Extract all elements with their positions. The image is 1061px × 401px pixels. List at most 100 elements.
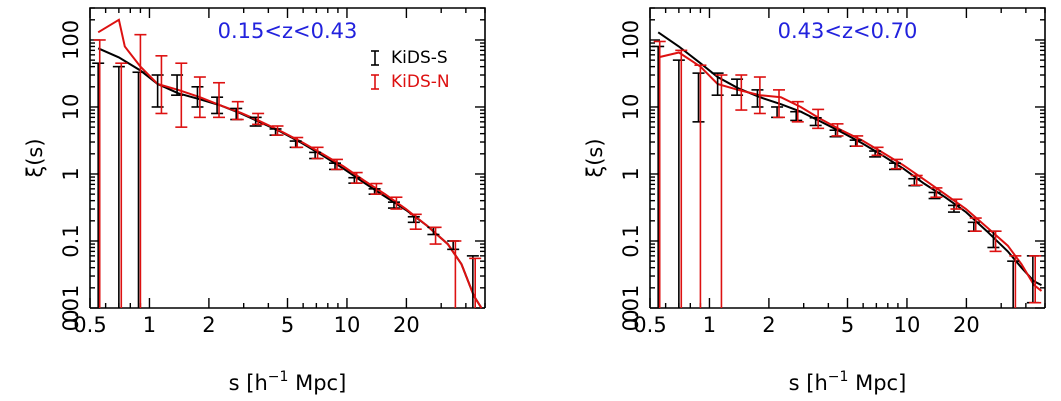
data-point: [330, 158, 343, 171]
data-point: [1026, 255, 1039, 304]
x-axis-title-part: Mpc]: [288, 371, 346, 395]
data-point: [653, 40, 666, 308]
data-point: [969, 217, 982, 233]
y-zero-label: 0: [619, 309, 643, 322]
data-point: [191, 86, 204, 108]
y-tick-label: 100: [59, 20, 83, 60]
legend-label: KiDS-N: [391, 72, 450, 92]
data-point: [851, 135, 864, 147]
redshift-range-label: 0.43<z<0.70: [778, 19, 918, 43]
data-point: [791, 100, 804, 123]
legend-label: KiDS-S: [391, 48, 448, 68]
data-point: [311, 146, 324, 160]
data-point: [93, 39, 106, 308]
x-tick-label: 5: [841, 313, 854, 337]
data-point: [409, 213, 422, 230]
data-point: [132, 71, 145, 308]
data-point: [812, 108, 825, 130]
data-point: [692, 72, 705, 123]
data-point: [735, 74, 748, 111]
data-point: [989, 230, 1002, 253]
data-point: [387, 201, 400, 209]
y-tick-label: 10: [59, 94, 83, 121]
data-point: [407, 215, 420, 224]
x-axis-title-superscript: −1: [268, 369, 289, 385]
x-axis-title: s [h−1 Mpc]: [789, 369, 907, 395]
data-point: [449, 240, 462, 308]
model-curve: [657, 51, 1043, 292]
data-point: [291, 136, 304, 149]
data-point: [890, 158, 903, 170]
chart-panel-low-z: 0.5 1 2 5 10 20 0.01 0.1 1 10 100 0 s [h−1 Mpc] ξ(s) 0…: [23, 7, 486, 395]
data-point: [930, 187, 943, 199]
data-point: [193, 76, 206, 119]
data-point: [950, 198, 963, 210]
x-axis-title-part: s [h: [229, 371, 268, 395]
plot-area-low-z: 0.5 1 2 5 10 20 0.01 0.1 1 10 100 0 s [h−1 Mpc] ξ(s) 0…: [23, 7, 486, 395]
data-point: [115, 62, 128, 308]
x-axis-title: s [h−1 Mpc]: [229, 369, 347, 395]
data-point: [1029, 255, 1042, 304]
x-tick-label: 2: [762, 313, 775, 337]
y-axis-title: ξ(s): [583, 138, 607, 177]
model-curve: [657, 31, 1042, 286]
y-tick-label: 1: [59, 167, 83, 180]
data-point: [469, 257, 482, 308]
data-point: [771, 106, 784, 119]
data-point: [672, 59, 685, 308]
data-point: [790, 110, 803, 122]
chart-panel-high-z: 0.5 1 2 5 10 20 0.01 0.1 1 10 100 0 s [h−1 Mpc] ξ(s) 0…: [583, 7, 1046, 395]
plot-frame: [649, 7, 1046, 308]
data-point: [271, 125, 284, 136]
plot-area-high-z: 0.5 1 2 5 10 20 0.01 0.1 1 10 100 0 s [h−1 Mpc] ξ(s) 0…: [583, 7, 1046, 395]
data-point: [831, 123, 844, 137]
data-point: [1009, 255, 1022, 308]
data-point: [715, 74, 728, 308]
x-tick-label: 0.5: [633, 313, 666, 337]
data-point: [751, 89, 764, 108]
x-axis-title-part: Mpc]: [848, 371, 906, 395]
x-tick-label: 20: [393, 313, 420, 337]
data-point: [211, 96, 224, 115]
x-tick-label: 1: [703, 313, 716, 337]
data-point: [429, 226, 442, 245]
x-axis-title-part: s [h: [789, 371, 828, 395]
data-point: [213, 81, 226, 119]
x-tick-label: 5: [281, 313, 294, 337]
data-point: [175, 62, 188, 128]
x-tick-label: 2: [202, 313, 215, 337]
y-tick-label: 0.01: [59, 285, 83, 332]
data-point: [466, 255, 479, 308]
data-point: [809, 116, 822, 127]
x-tick-label: 0.5: [73, 313, 106, 337]
data-point: [652, 45, 665, 308]
y-axis-title: ξ(s): [23, 138, 47, 177]
redshift-range-label: 0.15<z<0.43: [218, 19, 358, 43]
data-point: [390, 196, 403, 210]
y-tick-label: 0.1: [59, 224, 83, 257]
y-tick-label: 1: [619, 167, 643, 180]
data-point: [871, 146, 884, 157]
data-point: [753, 76, 766, 115]
data-point: [370, 182, 383, 195]
data-point: [773, 89, 786, 119]
x-axis-title-superscript: −1: [828, 369, 849, 385]
data-point: [92, 62, 105, 308]
data-point: [694, 64, 707, 308]
data-point: [155, 55, 168, 115]
data-point: [112, 65, 125, 308]
y-tick-label: 10: [619, 94, 643, 121]
data-point: [350, 171, 363, 184]
x-tick-label: 20: [953, 313, 980, 337]
legend-entry: KiDS-N: [371, 72, 450, 92]
data-point: [231, 100, 244, 121]
data-point: [252, 112, 265, 126]
x-tick-label: 10: [334, 313, 361, 337]
data-point: [910, 174, 923, 187]
data-point: [675, 49, 688, 308]
y-tick-label: 0.01: [619, 285, 643, 332]
legend-entry: KiDS-S: [371, 48, 448, 68]
x-tick-label: 1: [143, 313, 156, 337]
y-zero-label: 0: [59, 309, 83, 322]
data-point: [1007, 260, 1020, 308]
